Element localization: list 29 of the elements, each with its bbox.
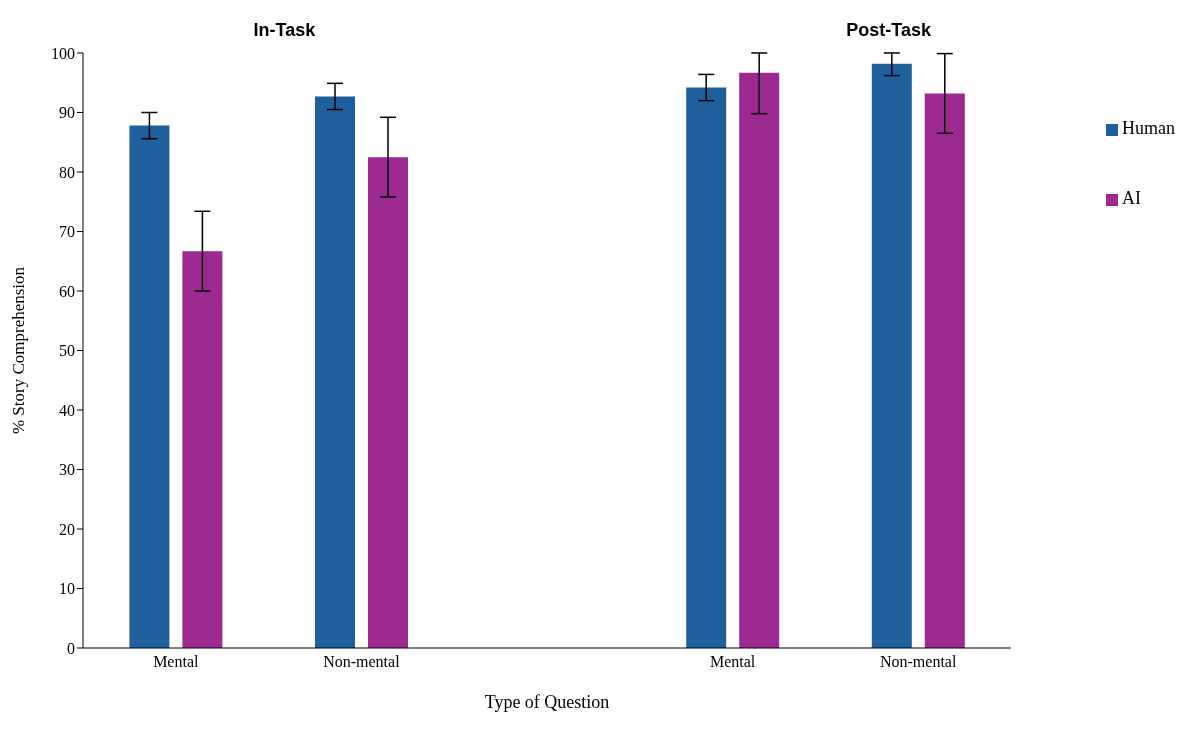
x-tick-label: Mental — [153, 653, 200, 671]
bar — [871, 63, 912, 648]
x-axis-title: Type of Question — [484, 692, 610, 712]
y-tick-label: 60 — [59, 282, 75, 300]
y-tick-label: 0 — [67, 639, 75, 657]
bar — [129, 125, 170, 648]
text: In-Task — [252, 20, 317, 41]
y-tick-label: 100 — [51, 44, 75, 62]
y-tick-label: 40 — [59, 401, 75, 419]
bar — [368, 157, 408, 648]
y-tick-label: 50 — [59, 342, 75, 360]
x-tick-label: Non-mental — [879, 653, 957, 671]
x-tick-label: Mental — [709, 653, 756, 671]
bar — [315, 96, 355, 648]
y-tick-label: 70 — [59, 223, 75, 241]
legend-label: Human — [1122, 118, 1175, 138]
y-tick-label: 30 — [59, 461, 75, 479]
text: Post-Task — [845, 20, 932, 41]
bar — [924, 93, 965, 648]
y-tick-label: 90 — [59, 104, 75, 122]
bar — [182, 251, 223, 648]
x-tick-label: Non-mental — [323, 653, 401, 671]
y-tick-label: 20 — [59, 520, 75, 538]
bar — [686, 87, 727, 648]
y-tick-label: 10 — [59, 580, 75, 598]
y-tick-label: 80 — [59, 163, 75, 181]
legend-label: AI — [1122, 188, 1141, 208]
y-axis-title: % Story Comprehension — [9, 266, 29, 435]
bar — [739, 72, 780, 648]
